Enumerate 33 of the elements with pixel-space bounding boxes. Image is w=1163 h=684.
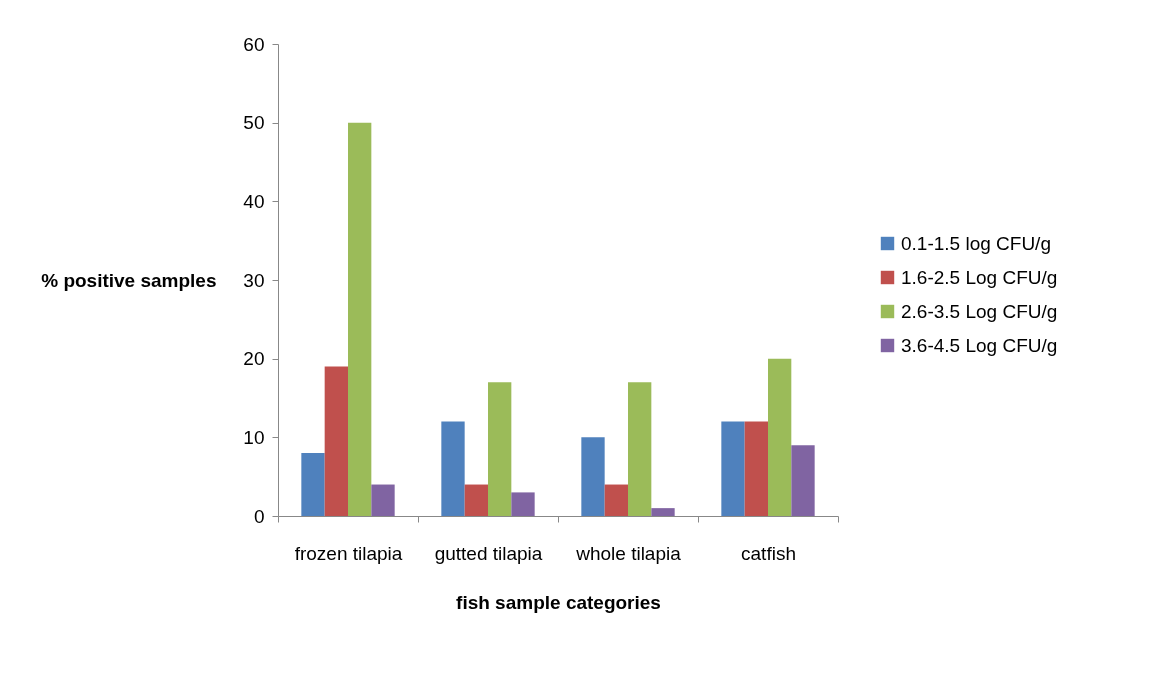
y-tick-label: 30 — [243, 269, 265, 291]
x-tick-label: gutted tilapia — [434, 542, 543, 564]
y-tick-label: 0 — [253, 505, 265, 527]
bar — [348, 122, 372, 516]
x-axis-title: fish sample categories — [456, 591, 661, 613]
bar — [581, 437, 605, 516]
y-tick-label: 60 — [243, 33, 265, 55]
bar — [744, 421, 768, 516]
bar — [488, 382, 512, 516]
legend-label: 0.1-1.5 log CFU/g — [901, 232, 1051, 254]
bar — [301, 453, 325, 516]
y-tick-label: 20 — [243, 348, 265, 370]
y-axis-title: % positive samples — [41, 269, 217, 291]
bar — [791, 445, 815, 516]
x-tick-label: whole tilapia — [575, 542, 682, 564]
x-tick-label: frozen tilapia — [294, 542, 403, 564]
bar — [441, 421, 465, 516]
bar — [464, 484, 488, 516]
bar — [604, 484, 628, 516]
bar — [651, 508, 675, 516]
x-tick-label: catfish — [741, 542, 796, 564]
legend-label: 2.6-3.5 Log CFU/g — [901, 300, 1058, 322]
y-tick-label: 40 — [243, 190, 265, 212]
bar — [721, 421, 745, 516]
bar — [768, 358, 792, 516]
bar — [511, 492, 535, 516]
bar — [628, 382, 652, 516]
y-tick-label: 10 — [243, 426, 265, 448]
legend-label: 1.6-2.5 Log CFU/g — [901, 266, 1058, 288]
bar — [371, 484, 395, 516]
legend-label: 3.6-4.5 Log CFU/g — [901, 334, 1058, 356]
bar — [324, 366, 348, 516]
y-tick-label: 50 — [243, 112, 265, 134]
